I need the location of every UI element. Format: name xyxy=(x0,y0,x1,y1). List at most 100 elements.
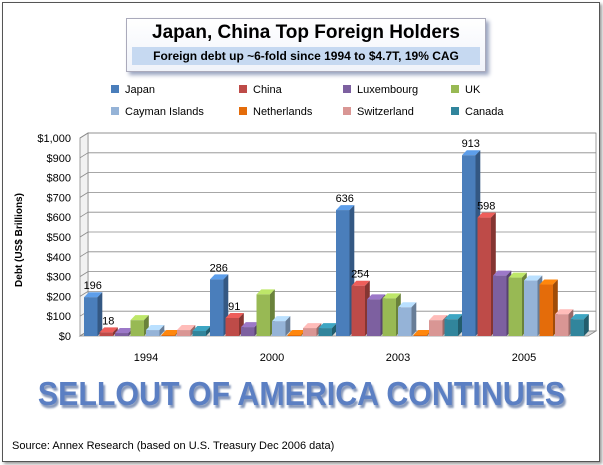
gridline-side xyxy=(79,152,89,159)
bar-top xyxy=(508,272,527,278)
bar xyxy=(477,217,491,336)
data-label: 91 xyxy=(228,301,240,313)
gridline-side xyxy=(79,291,89,297)
bar-top xyxy=(555,309,574,315)
title-box: Japan, China Top Foreign Holders Foreign… xyxy=(126,18,486,72)
bar xyxy=(177,330,191,336)
y-tick-label: $200 xyxy=(47,291,71,303)
data-label: 254 xyxy=(351,269,369,281)
x-tick-label: 1994 xyxy=(134,352,158,364)
bar-top xyxy=(115,328,134,334)
bar xyxy=(539,284,553,336)
bar-side xyxy=(458,314,463,336)
bar-top xyxy=(303,323,322,329)
data-label: 286 xyxy=(210,262,228,274)
y-tick-label: $800 xyxy=(47,173,71,185)
y-tick-label: $900 xyxy=(47,153,71,165)
bar-top xyxy=(210,274,229,280)
legend-label: Switzerland xyxy=(357,106,414,118)
bar xyxy=(192,331,206,336)
bar xyxy=(99,332,113,336)
y-tick-label: $300 xyxy=(47,272,71,284)
gridline-side xyxy=(79,271,89,277)
banner-text: SELLOUT OF AMERICA CONTINUES xyxy=(37,375,566,412)
x-tick-label: 2003 xyxy=(386,352,410,364)
bar-top xyxy=(477,212,496,218)
bar xyxy=(130,320,144,336)
bar-side xyxy=(97,292,103,336)
bar-side xyxy=(159,325,165,336)
bar xyxy=(444,319,458,336)
legend-swatch xyxy=(451,107,459,115)
legend-label: China xyxy=(253,84,283,96)
bar xyxy=(570,319,584,336)
y-tick-label: $100 xyxy=(47,311,71,323)
bar xyxy=(367,299,381,336)
bar-side xyxy=(411,302,417,336)
bar-top xyxy=(382,293,401,299)
x-tick-label: 2000 xyxy=(260,352,284,364)
bar xyxy=(382,298,396,336)
chart-title: Japan, China Top Foreign Holders xyxy=(152,22,460,43)
legend-swatch xyxy=(111,107,119,115)
y-tick-label: $500 xyxy=(47,232,71,244)
bar-side xyxy=(113,327,118,336)
bar-side xyxy=(206,326,211,336)
bar-top xyxy=(444,314,463,320)
y-axis-label: Debt (US$ Brillions) xyxy=(14,193,25,287)
legend-swatch xyxy=(239,85,247,93)
data-label: 636 xyxy=(336,193,354,205)
bar xyxy=(256,294,270,336)
legend-swatch xyxy=(451,85,459,93)
y-tick-label: $600 xyxy=(47,212,71,224)
bar-top xyxy=(99,327,118,333)
legend-swatch xyxy=(239,107,247,115)
bar xyxy=(287,335,301,336)
data-label: 598 xyxy=(477,201,495,213)
bar xyxy=(161,335,175,336)
bar-top xyxy=(84,292,103,298)
bar-top xyxy=(462,150,481,156)
bar-side xyxy=(584,314,589,336)
data-label: 196 xyxy=(84,280,102,292)
bar xyxy=(303,328,317,336)
bar xyxy=(462,155,476,336)
bar xyxy=(508,277,522,336)
gridline-side xyxy=(79,132,89,139)
bar xyxy=(398,307,412,336)
chart-subtitle: Foreign debt up ~6-fold since 1994 to $4… xyxy=(132,47,480,65)
bar-side xyxy=(285,316,291,336)
legend-swatch xyxy=(343,85,351,93)
y-tick-label: $700 xyxy=(47,192,71,204)
bar xyxy=(555,314,569,336)
bar-top xyxy=(413,330,432,336)
bar-top xyxy=(336,205,355,211)
bar xyxy=(84,297,98,336)
bar xyxy=(413,335,427,336)
data-label: 18 xyxy=(102,315,114,327)
source-note: Source: Annex Research (based on U.S. Tr… xyxy=(12,440,335,452)
bar-top xyxy=(177,325,196,331)
gridline-side xyxy=(79,251,89,258)
legend-swatch xyxy=(343,107,351,115)
bar-side xyxy=(332,323,337,336)
data-label: 913 xyxy=(462,138,480,150)
bar xyxy=(146,330,160,336)
legend-label: Luxembourg xyxy=(357,84,418,96)
bar xyxy=(272,321,286,336)
legend-label: Japan xyxy=(125,84,155,96)
legend-label: Cayman Islands xyxy=(125,106,204,118)
bar xyxy=(493,275,507,336)
bar xyxy=(225,317,239,336)
bar-top xyxy=(539,279,558,285)
legend-label: Netherlands xyxy=(253,106,313,118)
legend-label: UK xyxy=(465,84,481,96)
bar-top xyxy=(318,323,337,329)
bar-top xyxy=(287,330,306,336)
y-tick-label: $0 xyxy=(59,331,71,343)
bar-top xyxy=(351,280,370,286)
y-tick-label: $400 xyxy=(47,252,71,264)
bar xyxy=(115,333,129,336)
gridline-side xyxy=(79,231,89,238)
